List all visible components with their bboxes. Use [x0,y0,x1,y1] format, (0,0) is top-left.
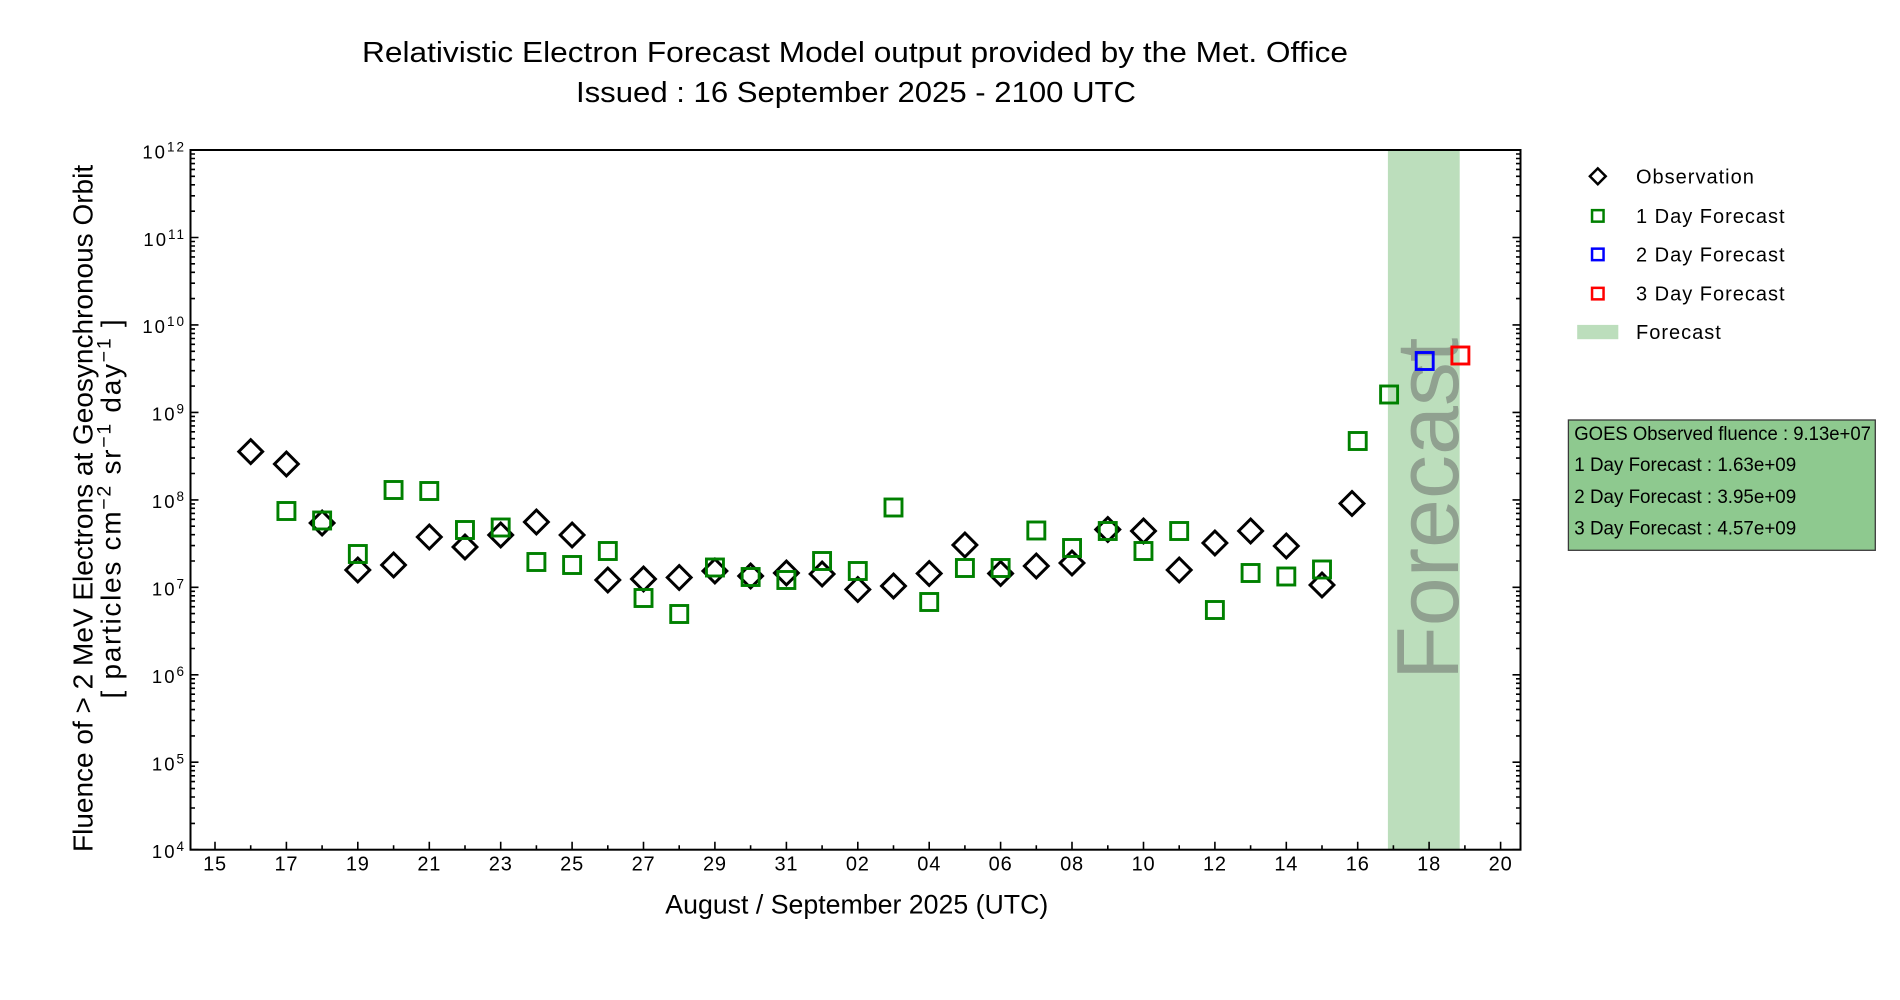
svg-text:21: 21 [417,854,441,876]
svg-text:Forecast: Forecast [1378,338,1477,680]
svg-text:18: 18 [1417,854,1441,876]
svg-text:15: 15 [203,854,227,876]
svg-text:14: 14 [1274,854,1298,876]
svg-text:Issued : 16 September 2025 - 2: Issued : 16 September 2025 - 2100 UTC [576,77,1136,109]
svg-text:107: 107 [152,577,186,600]
svg-text:Forecast: Forecast [1636,322,1722,344]
svg-text:2 Day Forecast : 3.95e+09: 2 Day Forecast : 3.95e+09 [1574,487,1796,508]
svg-text:Observation: Observation [1636,166,1755,188]
svg-text:1 Day Forecast: 1 Day Forecast [1636,206,1786,228]
svg-text:29: 29 [703,854,727,876]
svg-text:3 Day Forecast : 4.57e+09: 3 Day Forecast : 4.57e+09 [1574,519,1796,540]
svg-text:06: 06 [989,854,1013,876]
svg-text:10: 10 [1132,854,1156,876]
svg-text:Relativistic Electron Forecast: Relativistic Electron Forecast Model out… [362,37,1348,69]
svg-text:04: 04 [917,854,941,876]
svg-text:104: 104 [152,839,186,862]
svg-text:17: 17 [274,854,298,876]
svg-text:19: 19 [346,854,370,876]
svg-text:12: 12 [1203,854,1227,876]
svg-text:02: 02 [846,854,870,876]
svg-text:109: 109 [152,402,186,425]
svg-text:1 Day Forecast : 1.63e+09: 1 Day Forecast : 1.63e+09 [1574,455,1796,476]
svg-text:23: 23 [489,854,513,876]
svg-text:20: 20 [1489,854,1513,876]
svg-text:105: 105 [152,752,186,775]
svg-text:108: 108 [152,489,186,512]
svg-text:27: 27 [632,854,656,876]
svg-text:Fluence of > 2 MeV Electrons a: Fluence of > 2 MeV Electrons at Geosynch… [68,165,99,852]
svg-text:2 Day Forecast: 2 Day Forecast [1636,245,1786,267]
svg-text:08: 08 [1060,854,1084,876]
svg-text:25: 25 [560,854,584,876]
svg-text:August / September 2025 (UTC): August / September 2025 (UTC) [665,889,1048,919]
svg-text:16: 16 [1346,854,1370,876]
svg-text:3 Day Forecast: 3 Day Forecast [1636,284,1786,306]
svg-text:31: 31 [774,854,798,876]
svg-text:GOES Observed fluence : 9.13e+: GOES Observed fluence : 9.13e+07 [1574,424,1871,445]
svg-text:106: 106 [152,664,186,687]
